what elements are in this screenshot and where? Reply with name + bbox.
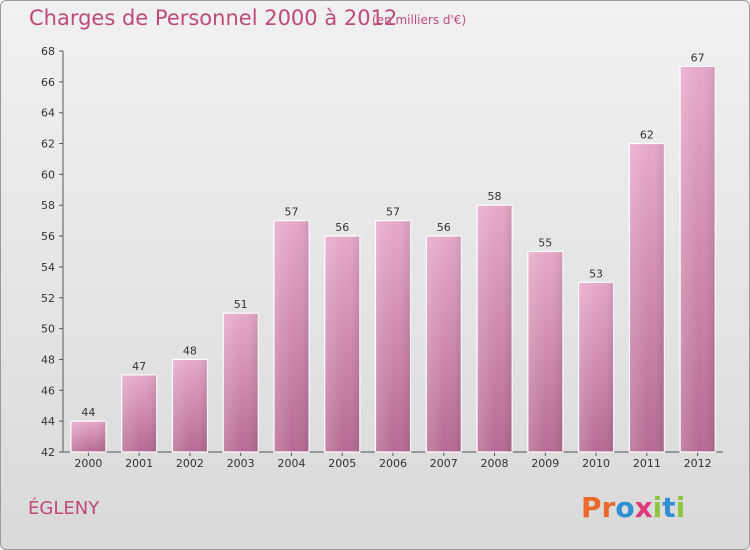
bar-shade-2000 bbox=[70, 421, 106, 452]
bar-shade-2009 bbox=[527, 251, 563, 452]
y-tick-label: 68 bbox=[41, 45, 55, 58]
proxiti-logo: Proxiti bbox=[581, 491, 685, 524]
bar-value-label: 56 bbox=[437, 221, 451, 234]
bar-shade-2002 bbox=[172, 359, 208, 452]
y-tick-label: 42 bbox=[41, 446, 55, 459]
logo-letter: i bbox=[652, 491, 663, 524]
bar-shade-2003 bbox=[223, 313, 259, 452]
x-tick-label: 2007 bbox=[430, 457, 458, 470]
bar-value-label: 67 bbox=[691, 51, 705, 64]
logo-letter: i bbox=[675, 491, 686, 524]
bar-value-label: 55 bbox=[538, 237, 552, 250]
x-tick-label: 2011 bbox=[633, 457, 661, 470]
chart-axes: 42 44 46 48 50 52 54 56 58 60 62 64 66 68 2000 2001 2002… bbox=[41, 45, 723, 470]
x-tick-label: 2004 bbox=[277, 457, 305, 470]
chart-bars bbox=[70, 65, 716, 453]
x-tick-label: 2012 bbox=[684, 457, 712, 470]
bar-shade-2008 bbox=[477, 205, 513, 452]
y-tick-label: 50 bbox=[41, 323, 55, 336]
bar-value-label: 51 bbox=[234, 298, 248, 311]
logo-letter: t bbox=[662, 491, 676, 524]
bar-shade-2007 bbox=[426, 236, 462, 452]
logo-letter: o bbox=[615, 491, 635, 524]
y-tick-label: 56 bbox=[41, 230, 55, 243]
bar-shade-2012 bbox=[680, 66, 716, 452]
bar-value-label: 47 bbox=[132, 360, 146, 373]
bar-value-label: 58 bbox=[488, 190, 502, 203]
x-tick-label: 2001 bbox=[125, 457, 153, 470]
commune-name: ÉGLENY bbox=[28, 498, 100, 519]
x-tick-label: 2002 bbox=[176, 457, 204, 470]
bar-value-label: 53 bbox=[589, 267, 603, 280]
y-tick-label: 58 bbox=[41, 199, 55, 212]
x-tick-label: 2009 bbox=[531, 457, 559, 470]
x-tick-label: 2006 bbox=[379, 457, 407, 470]
x-tick-label: 2010 bbox=[582, 457, 610, 470]
bar-shade-2001 bbox=[121, 374, 157, 452]
y-tick-label: 64 bbox=[41, 107, 55, 120]
bar-shade-2004 bbox=[273, 220, 309, 452]
bar-shade-2005 bbox=[324, 236, 360, 452]
x-tick-label: 2000 bbox=[74, 457, 102, 470]
y-tick-label: 48 bbox=[41, 353, 55, 366]
x-tick-label: 2008 bbox=[481, 457, 509, 470]
chart-title: Charges de Personnel 2000 à 2012 bbox=[29, 6, 398, 30]
y-tick-label: 46 bbox=[41, 384, 55, 397]
x-tick-label: 2005 bbox=[328, 457, 356, 470]
logo-letter: x bbox=[634, 491, 653, 524]
y-tick-label: 52 bbox=[41, 292, 55, 305]
logo-letter: r bbox=[601, 491, 616, 524]
chart-data-labels: 44 47 48 51 57 56 57 56 58 55 53 62 67 bbox=[81, 51, 704, 419]
x-tick-label: 2003 bbox=[227, 457, 255, 470]
bar-value-label: 57 bbox=[284, 206, 298, 219]
bar-value-label: 56 bbox=[335, 221, 349, 234]
y-tick-label: 60 bbox=[41, 168, 55, 181]
chart-unit-note: (en milliers d'€) bbox=[372, 13, 467, 27]
y-tick-label: 44 bbox=[41, 415, 55, 428]
bar-value-label: 62 bbox=[640, 129, 654, 142]
bar-value-label: 44 bbox=[81, 406, 95, 419]
logo-letter: P bbox=[581, 491, 602, 524]
y-tick-label: 62 bbox=[41, 138, 55, 151]
bar-shade-2006 bbox=[375, 220, 411, 452]
y-tick-label: 66 bbox=[41, 76, 55, 89]
bar-value-label: 48 bbox=[183, 344, 197, 357]
bar-shade-2010 bbox=[578, 282, 614, 452]
bar-shade-2011 bbox=[629, 143, 665, 453]
y-tick-label: 54 bbox=[41, 261, 55, 274]
bar-value-label: 57 bbox=[386, 206, 400, 219]
